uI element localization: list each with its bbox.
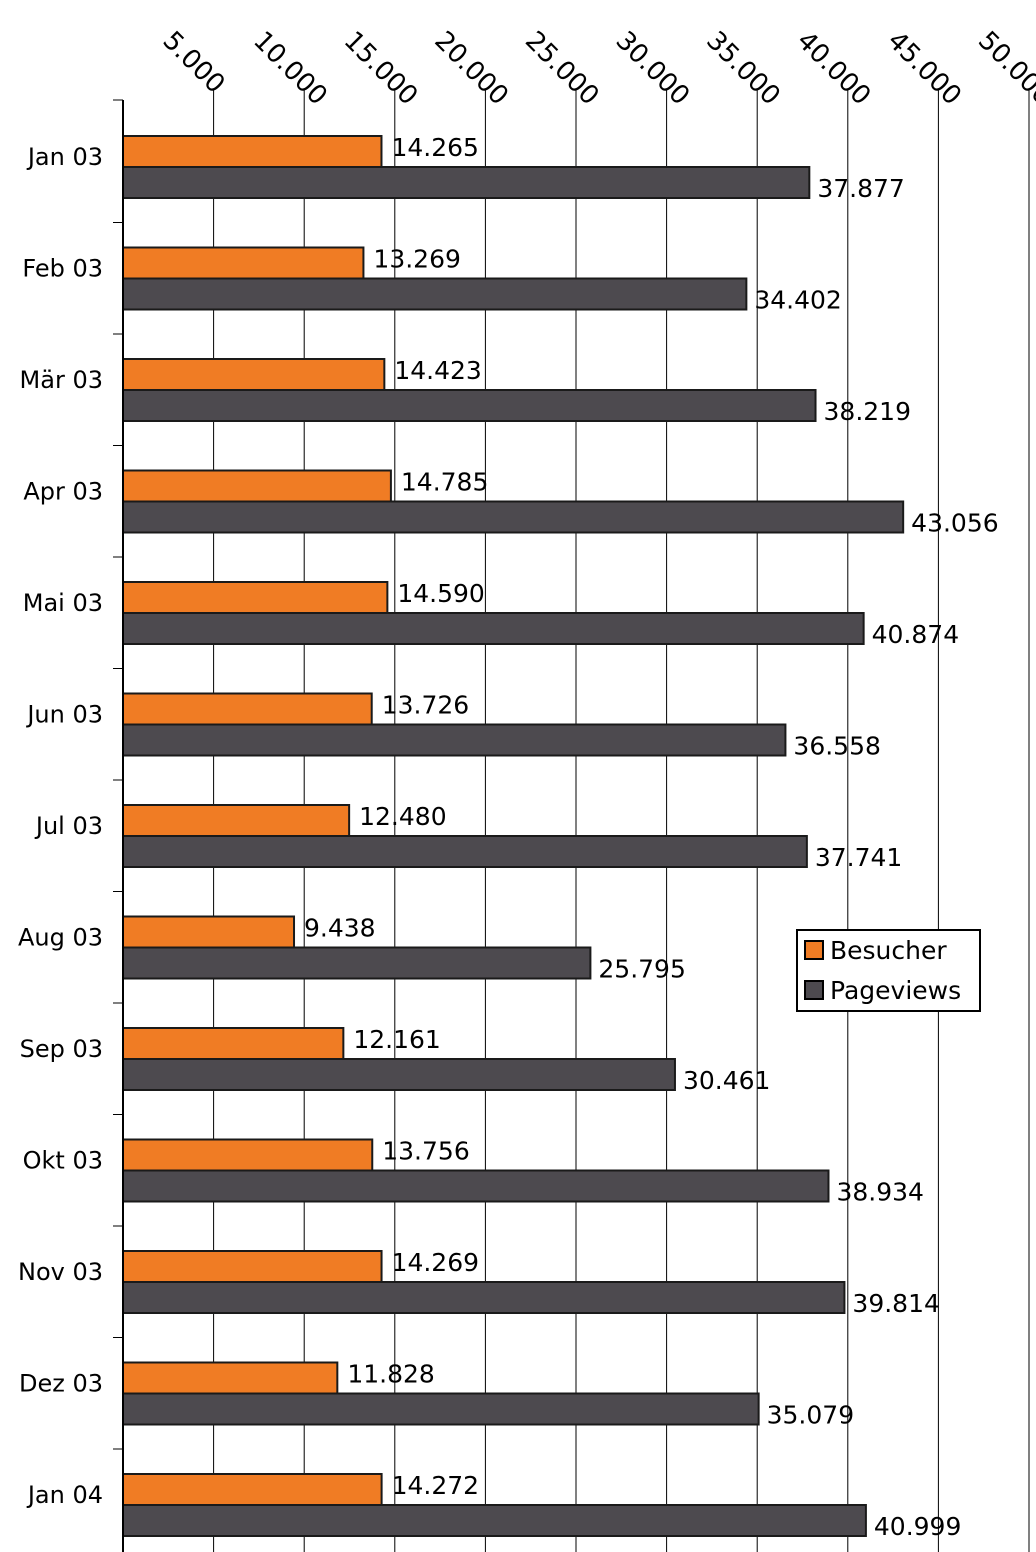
data-label-besucher: 13.726 [382, 691, 469, 720]
x-tick-label: 20.000 [428, 26, 514, 112]
x-tick-label: 50.000 [972, 26, 1036, 112]
data-label-besucher: 13.756 [382, 1137, 469, 1166]
x-tick-label: 15.000 [338, 26, 424, 112]
data-label-pageviews: 39.814 [852, 1289, 939, 1318]
legend-swatch-besucher [804, 940, 824, 960]
bar-pageviews [122, 1392, 760, 1426]
bar-besucher [122, 1027, 345, 1060]
data-label-besucher: 9.438 [304, 914, 376, 943]
bar-pageviews [122, 1169, 830, 1203]
bar-besucher [122, 804, 351, 837]
category-label: Apr 03 [23, 478, 103, 506]
bar-besucher [122, 692, 373, 726]
data-label-besucher: 12.161 [353, 1025, 440, 1054]
bar-besucher [122, 135, 383, 168]
category-label: Jul 03 [34, 812, 103, 840]
data-labels: 14.265 37.877 13.269 34.402 14.423 38.219 14.7… [304, 133, 999, 1541]
bar-pageviews [122, 723, 787, 757]
data-label-pageviews: 30.461 [683, 1066, 770, 1095]
legend-swatch-pageviews [804, 980, 824, 1000]
bar-pageviews [122, 166, 811, 199]
data-label-besucher: 12.480 [359, 802, 446, 831]
bar-besucher [122, 1473, 383, 1506]
x-tick-label: 10.000 [247, 26, 333, 112]
x-tick-label: 30.000 [610, 26, 696, 112]
data-label-pageviews: 40.999 [874, 1512, 961, 1541]
category-label: Sep 03 [20, 1035, 103, 1063]
bar-besucher [122, 469, 392, 503]
bar-besucher [122, 1138, 374, 1172]
gridlines [213, 100, 1030, 1552]
bar-besucher [122, 1361, 339, 1395]
data-label-besucher: 11.828 [347, 1360, 434, 1389]
bar-besucher [122, 915, 296, 949]
bar-besucher [122, 1250, 383, 1283]
data-label-besucher: 14.265 [391, 133, 478, 162]
legend-label-pageviews: Pageviews [830, 976, 961, 1005]
category-label: Jan 04 [26, 1481, 103, 1509]
legend-box [796, 929, 981, 1012]
x-tick-label: 5.000 [157, 26, 231, 100]
data-label-pageviews: 40.874 [872, 620, 959, 649]
data-label-besucher: 14.272 [392, 1471, 479, 1500]
category-label: Mai 03 [23, 589, 103, 617]
data-label-besucher: 14.785 [401, 468, 488, 497]
x-tick-label: 40.000 [791, 26, 877, 112]
category-label: Aug 03 [18, 924, 103, 952]
category-label: Nov 03 [18, 1258, 103, 1286]
legend: Besucher Pageviews [796, 929, 981, 1012]
bar-pageviews [122, 277, 748, 311]
bar-pageviews [122, 500, 905, 534]
category-label: Dez 03 [19, 1370, 103, 1398]
data-label-besucher: 14.590 [397, 579, 484, 608]
bar-besucher [122, 246, 365, 280]
category-label: Okt 03 [23, 1147, 103, 1175]
category-label: Mär 03 [20, 366, 103, 394]
data-label-besucher: 13.269 [373, 245, 460, 274]
bar-besucher [122, 358, 386, 391]
data-label-pageviews: 35.079 [767, 1401, 854, 1430]
category-label: Jun 03 [25, 701, 103, 729]
bar-pageviews [122, 946, 592, 980]
bar-pageviews [122, 1504, 867, 1537]
data-label-pageviews: 36.558 [793, 732, 880, 761]
x-tick-label: 35.000 [700, 26, 786, 112]
bar-pageviews [122, 835, 808, 868]
data-label-pageviews: 25.795 [598, 955, 685, 984]
data-label-pageviews: 38.219 [824, 397, 911, 426]
category-label: Jan 03 [26, 143, 103, 171]
data-label-pageviews: 37.741 [815, 843, 902, 872]
bar-pageviews [122, 1058, 676, 1091]
bar-pageviews [122, 1281, 846, 1314]
legend-label-besucher: Besucher [830, 936, 947, 965]
x-tick-label: 25.000 [519, 26, 605, 112]
data-label-pageviews: 43.056 [911, 509, 998, 538]
data-label-pageviews: 34.402 [754, 286, 841, 315]
data-label-besucher: 14.269 [392, 1248, 479, 1277]
bar-pageviews [122, 389, 817, 422]
category-label: Feb 03 [22, 255, 103, 283]
bar-besucher [122, 581, 389, 614]
bar-pageviews [122, 612, 865, 645]
x-tick-label: 45.000 [881, 26, 967, 112]
data-label-pageviews: 38.934 [836, 1178, 923, 1207]
data-label-besucher: 14.423 [394, 356, 481, 385]
data-label-pageviews: 37.877 [817, 174, 904, 203]
bars [122, 135, 905, 1537]
